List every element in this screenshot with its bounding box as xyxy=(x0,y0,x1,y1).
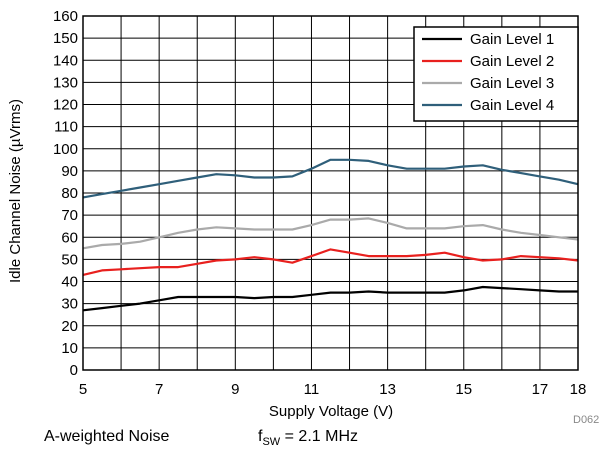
x-tick-labels: 5 7 9 11 13 15 17 18 xyxy=(79,381,587,398)
y-tick-label: 100 xyxy=(53,141,78,158)
y-tick-labels: 0 10 20 30 40 50 60 70 80 90 100 110 120 130 140 150 160 xyxy=(53,8,78,379)
x-tick-label: 7 xyxy=(155,381,163,398)
y-tick-label: 160 xyxy=(53,8,78,25)
y-tick-label: 20 xyxy=(61,318,78,335)
x-axis-label: Supply Voltage (V) xyxy=(269,403,393,420)
legend-label: Gain Level 3 xyxy=(470,75,554,92)
y-tick-label: 40 xyxy=(61,274,78,291)
series-line-gain-level-2 xyxy=(82,248,579,276)
x-tick-label: 11 xyxy=(304,381,320,398)
y-tick-label: 130 xyxy=(53,74,78,91)
fsw-prefix: f xyxy=(258,428,263,445)
y-tick-label: 0 xyxy=(70,362,78,379)
y-tick-label: 30 xyxy=(61,296,78,313)
y-tick-label: 10 xyxy=(61,340,78,357)
plot-frame xyxy=(82,15,579,371)
series-line-gain-level-1 xyxy=(82,285,578,312)
y-tick-label: 90 xyxy=(61,163,78,180)
x-tick-label: 5 xyxy=(79,381,87,398)
y-tick-label: 140 xyxy=(53,52,78,69)
series-lines xyxy=(82,158,579,312)
y-tick-label: 110 xyxy=(54,119,78,136)
y-axis-label: Idle Channel Noise (µVrms) xyxy=(7,99,24,283)
y-tick-label: 80 xyxy=(61,185,78,202)
legend-label: Gain Level 1 xyxy=(470,31,554,48)
legend-label: Gain Level 4 xyxy=(470,97,554,114)
fsw-subscript: SW xyxy=(262,436,281,449)
y-tick-label: 120 xyxy=(53,97,78,114)
weighting-note: A-weighted Noise xyxy=(44,428,170,445)
figure-id: D062 xyxy=(573,414,600,426)
x-tick-label: 9 xyxy=(231,381,239,398)
series-line-gain-level-4 xyxy=(82,158,579,199)
x-tick-label: 18 xyxy=(570,381,587,398)
series-line-gain-level-3 xyxy=(82,217,579,250)
y-tick-label: 150 xyxy=(53,30,78,47)
switching-frequency-note: fSW = 2.1 MHz xyxy=(258,428,358,448)
fsw-value: = 2.1 MHz xyxy=(280,428,358,445)
legend-label: Gain Level 2 xyxy=(470,53,554,70)
y-tick-label: 70 xyxy=(61,207,78,224)
x-tick-label: 13 xyxy=(379,381,396,398)
y-tick-label: 50 xyxy=(61,251,78,268)
legend: Gain Level 1 Gain Level 2 Gain Level 3 Gain… xyxy=(413,26,579,122)
x-tick-label: 17 xyxy=(532,381,549,398)
x-tick-label: 15 xyxy=(455,381,472,398)
y-tick-label: 60 xyxy=(61,229,78,246)
